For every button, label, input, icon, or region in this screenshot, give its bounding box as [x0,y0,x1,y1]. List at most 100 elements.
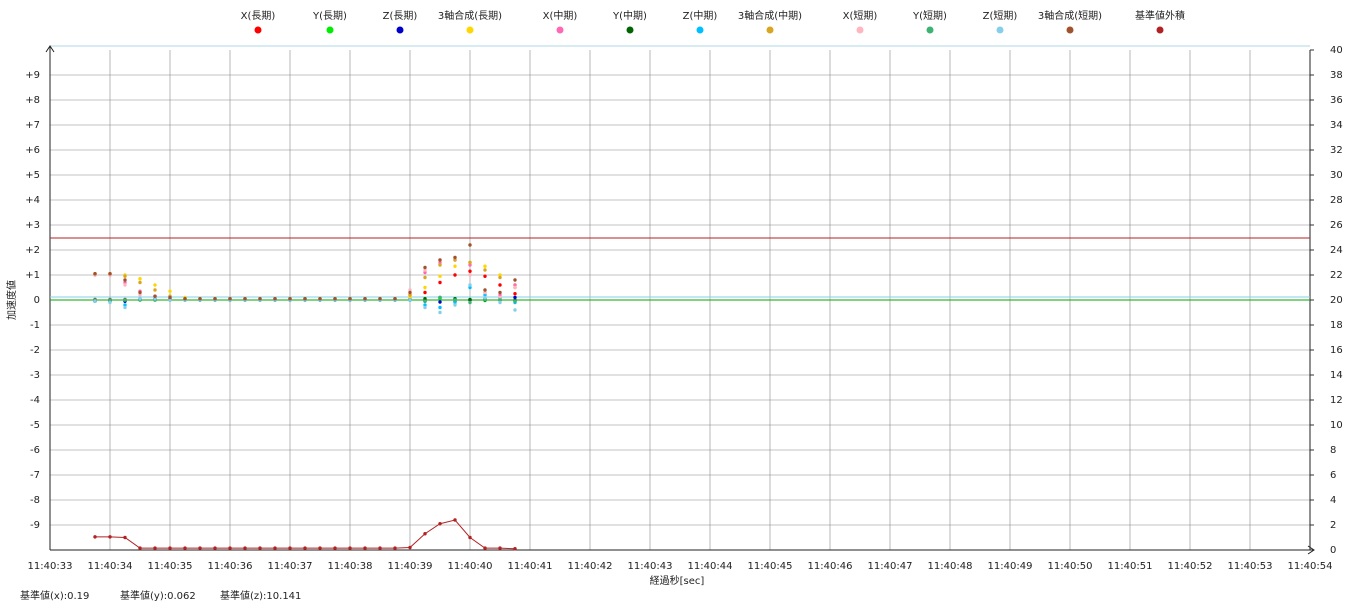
legend-label: Z(短期) [983,9,1018,22]
data-point [513,299,517,303]
y2-tick-label: 16 [1330,345,1343,356]
data-point [123,298,127,302]
data-point [483,295,487,300]
data-point [393,546,397,550]
x-tick-label: 11:40:46 [808,561,853,572]
legend-label: X(短期) [843,9,878,22]
data-point [348,297,352,301]
data-point [483,293,487,297]
data-point [153,294,157,298]
y2-tick-label: 38 [1330,70,1343,81]
data-point [453,258,457,262]
data-point [423,275,427,280]
data-point [93,535,97,539]
data-point [153,283,157,287]
data-point [468,260,472,265]
data-point [483,274,487,278]
legend-label: X(中期) [543,9,578,22]
y-tick-label: -4 [30,395,40,406]
data-point [438,260,442,265]
data-point [168,289,172,293]
data-point [438,522,442,526]
legend-marker [326,26,334,34]
legend-marker [626,26,634,34]
legend-marker [466,26,474,34]
legend-label: 3軸合成(中期) [738,9,802,22]
data-point [168,546,172,550]
y2-tick-label: 2 [1330,520,1336,531]
data-point [288,546,292,550]
x-tick-label: 11:40:42 [568,561,613,572]
data-point [183,297,187,301]
x-axis-label: 経過秒[sec] [650,574,705,587]
y2-tick-label: 24 [1330,245,1343,256]
legend-label: 3軸合成(短期) [1038,9,1102,22]
x-tick-label: 11:40:47 [868,561,913,572]
data-point [243,297,247,301]
data-point [438,263,442,267]
x-tick-label: 11:40:45 [748,561,793,572]
y2-tick-label: 4 [1330,495,1336,506]
data-point [438,300,442,304]
legend-marker [396,26,404,34]
y2-tick-label: 28 [1330,195,1343,206]
data-point [333,546,337,550]
data-point [408,298,412,302]
data-point [408,288,412,292]
data-point [168,295,172,300]
data-point [408,290,412,295]
x-tick-label: 11:40:40 [448,561,493,572]
data-point [93,299,97,303]
legend-label: Y(長期) [312,10,347,22]
data-point [123,283,127,287]
data-point [303,546,307,550]
data-point [513,308,517,312]
data-point [513,292,517,296]
data-point [423,290,427,295]
y2-tick-label: 20 [1330,295,1343,306]
y-tick-label: 0 [34,295,40,306]
legend-marker [254,26,262,34]
data-point [378,297,382,301]
x-tick-label: 11:40:34 [88,561,133,572]
y2-tick-label: 14 [1330,370,1343,381]
data-point [363,546,367,550]
data-point [108,300,112,305]
x-tick-label: 11:40:39 [388,561,433,572]
y-tick-label: -5 [30,420,40,431]
footer-note: 基準値(y):0.062 [120,589,196,602]
data-point [498,293,502,297]
series-line [95,519,516,550]
data-point [468,263,472,267]
y-tick-label: +2 [25,245,40,256]
legend-label: 基準値外積 [1135,9,1185,22]
data-point [513,285,517,290]
data-point [423,532,427,536]
data-point [498,290,502,295]
y2-tick-label: 12 [1330,395,1343,406]
data-point [423,305,427,310]
data-point [483,546,487,550]
data-point [453,303,457,307]
y-tick-label: -2 [30,345,40,356]
x-tick-label: 11:40:37 [268,561,313,572]
data-point [393,297,397,301]
y-tick-label: +4 [25,195,40,206]
data-point [468,535,472,540]
data-point [273,546,277,550]
data-point [138,297,142,301]
legend-marker [556,26,564,34]
legend-marker [996,26,1004,34]
y-tick-label: +3 [25,220,40,231]
legend-marker [1156,26,1164,34]
data-point [498,300,502,305]
y-tick-label: -7 [30,470,40,481]
y-tick-label: -3 [30,370,40,381]
data-point [438,258,442,262]
data-point [438,310,442,315]
data-point [513,283,517,287]
y-tick-label: +7 [25,120,40,131]
data-point [453,273,457,277]
data-point [138,293,142,297]
data-point [483,268,487,272]
